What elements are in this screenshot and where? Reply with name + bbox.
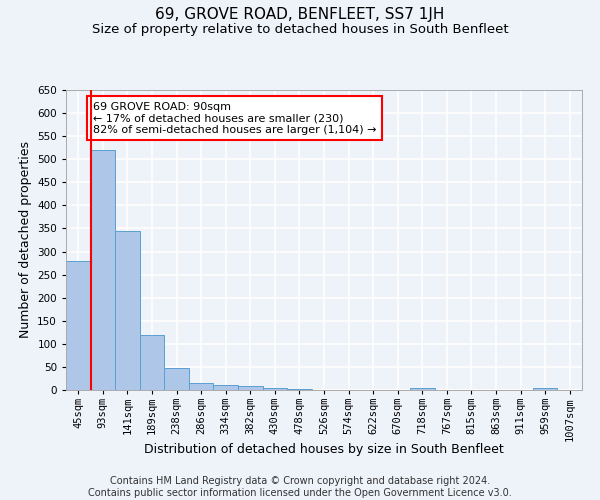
Text: Contains HM Land Registry data © Crown copyright and database right 2024.
Contai: Contains HM Land Registry data © Crown c…	[88, 476, 512, 498]
Text: 69, GROVE ROAD, BENFLEET, SS7 1JH: 69, GROVE ROAD, BENFLEET, SS7 1JH	[155, 8, 445, 22]
Bar	[164, 368, 189, 390]
Bar	[238, 386, 263, 390]
Bar	[189, 383, 214, 390]
Bar	[66, 261, 91, 390]
Text: 69 GROVE ROAD: 90sqm
← 17% of detached houses are smaller (230)
82% of semi-deta: 69 GROVE ROAD: 90sqm ← 17% of detached h…	[93, 102, 377, 134]
Bar	[115, 231, 140, 390]
Bar	[410, 388, 434, 390]
Bar	[287, 388, 312, 390]
Text: Distribution of detached houses by size in South Benfleet: Distribution of detached houses by size …	[144, 442, 504, 456]
Text: Size of property relative to detached houses in South Benfleet: Size of property relative to detached ho…	[92, 22, 508, 36]
Bar	[263, 388, 287, 390]
Bar	[214, 386, 238, 390]
Bar	[140, 334, 164, 390]
Bar	[91, 150, 115, 390]
Y-axis label: Number of detached properties: Number of detached properties	[19, 142, 32, 338]
Bar	[533, 388, 557, 390]
